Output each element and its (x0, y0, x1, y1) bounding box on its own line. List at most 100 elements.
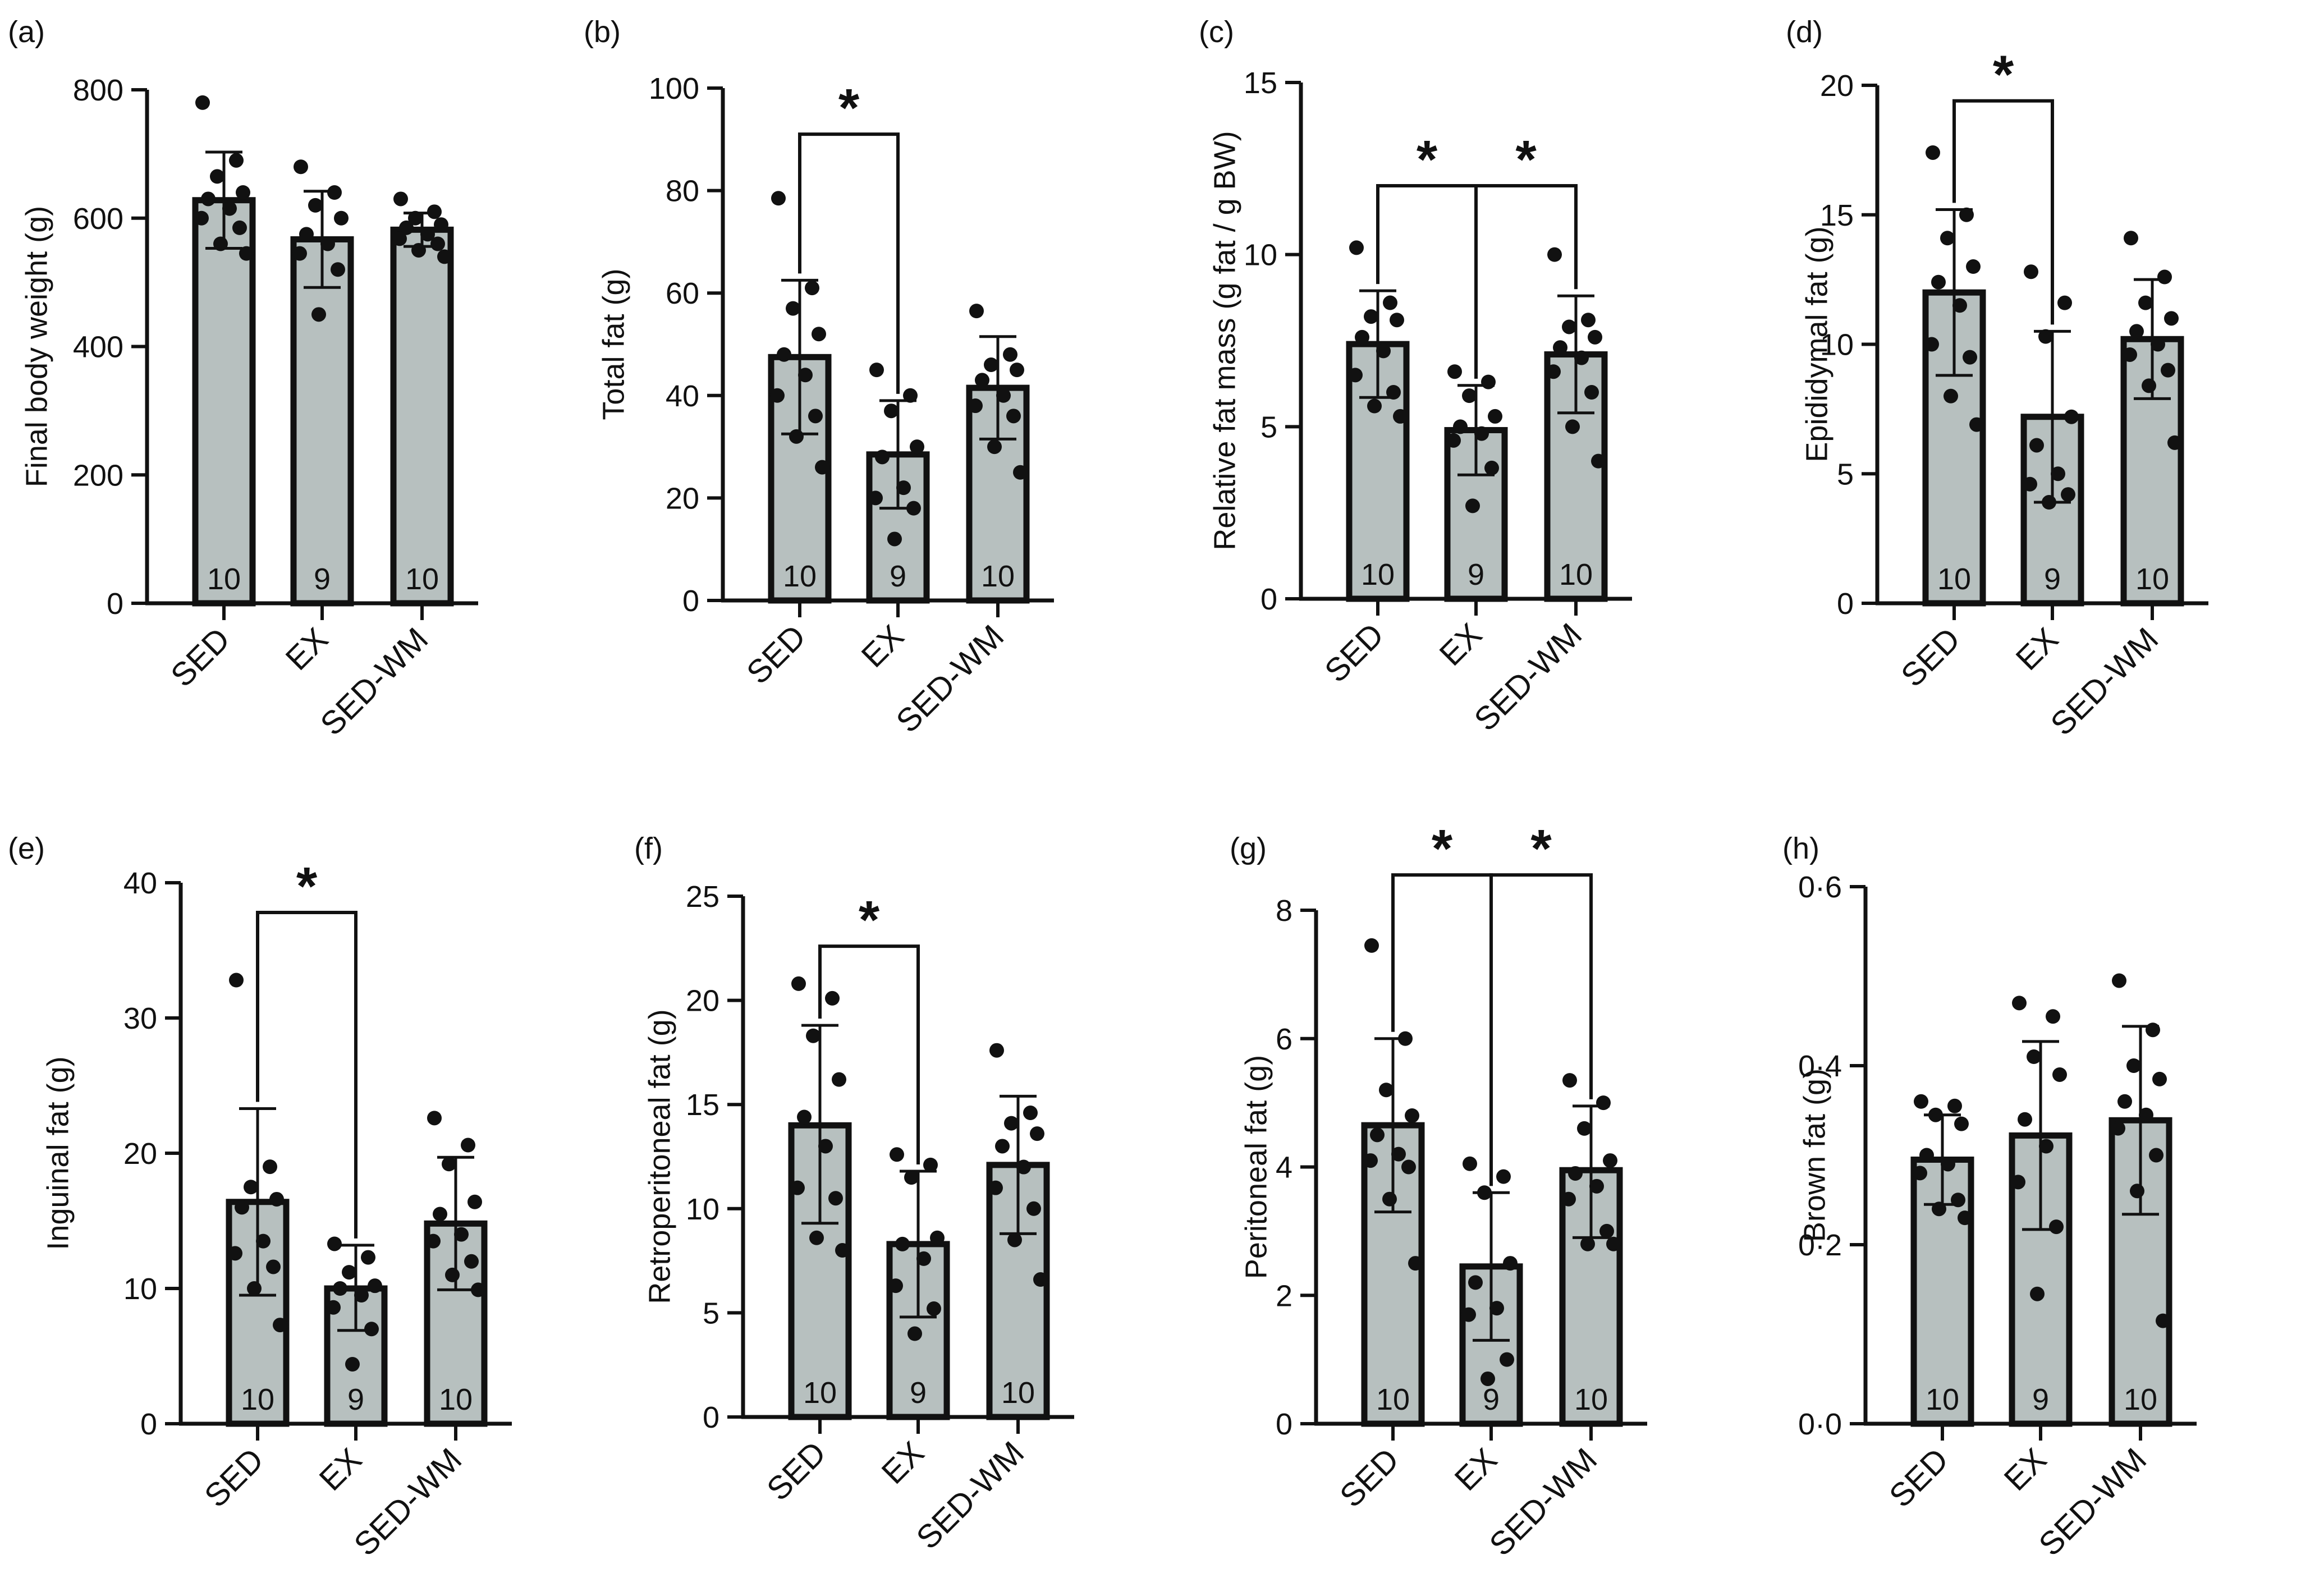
n-label: 10 (1926, 1383, 1959, 1416)
data-point (1553, 340, 1567, 355)
panel-f: (f) Retroperitoneal fat (g) 0 5 10 15 20 25 10 SE… (634, 832, 1074, 1556)
data-point (334, 210, 349, 226)
y-axis-label: Retroperitoneal fat (g) (643, 1009, 676, 1304)
data-point (461, 1138, 475, 1153)
data-point (2161, 363, 2175, 378)
data-point (1481, 374, 1496, 389)
x-tick-label: EX (279, 621, 336, 677)
panel-letter: (h) (1782, 832, 1819, 865)
data-point (2057, 295, 2072, 310)
y-tick-label: 10 (1244, 239, 1277, 272)
y-tick-label: 10 (123, 1272, 157, 1306)
data-point (399, 220, 414, 235)
n-label: 10 (2135, 562, 2169, 596)
data-point (1007, 1232, 1022, 1248)
data-point (1959, 207, 1974, 222)
data-point (896, 480, 911, 496)
significance-star: * (1530, 819, 1552, 879)
data-point (2049, 1219, 2064, 1235)
y-axis-label: Brown fat (g) (1798, 1068, 1831, 1242)
data-point (2046, 1009, 2060, 1024)
data-point (222, 201, 237, 216)
data-point (454, 1227, 469, 1242)
x-tick-label: SED-WM (2032, 1441, 2153, 1563)
n-label: 10 (1574, 1383, 1608, 1416)
data-point (266, 1259, 281, 1274)
data-point (2129, 324, 2144, 339)
data-point (770, 388, 785, 403)
significance-star: * (296, 856, 318, 916)
significance-bracket (1474, 184, 1578, 379)
data-point (2130, 1184, 2144, 1199)
data-point (1030, 1126, 1044, 1141)
y-tick-label: 0·4 (1798, 1049, 1842, 1083)
data-point (2139, 1107, 2153, 1122)
data-point (1004, 1116, 1019, 1131)
data-point (427, 204, 442, 219)
data-point (907, 1326, 922, 1341)
x-tick-label: SED (1318, 616, 1391, 689)
y-tick-label: 0 (1260, 583, 1277, 616)
data-point (1951, 1193, 1965, 1208)
y-tick-label: 6 (1276, 1022, 1292, 1056)
panel-e: (e) Inguinal fat (g) 0 10 20 30 40 10 SED 9 EX 10 SE… (8, 832, 512, 1563)
data-point (1355, 329, 1369, 345)
data-point (235, 1200, 249, 1215)
data-point (331, 262, 345, 277)
x-tick-label: SED (1333, 1441, 1406, 1514)
data-point (1969, 417, 1984, 432)
data-point (320, 236, 335, 251)
data-point (1966, 259, 1981, 274)
n-label: 9 (314, 562, 331, 596)
x-tick-label: EX (1433, 616, 1489, 673)
data-point (910, 439, 924, 455)
data-point (327, 1236, 342, 1251)
y-tick-label: 20 (1820, 69, 1854, 103)
data-point (996, 388, 1011, 403)
data-point (2061, 487, 2075, 502)
bar-ex (290, 236, 354, 607)
y-tick-label: 15 (1820, 199, 1854, 232)
data-point (786, 301, 800, 316)
data-point (1489, 1301, 1504, 1316)
data-point (1446, 433, 1461, 448)
y-tick-label: 200 (73, 458, 123, 492)
data-point (2029, 438, 2044, 453)
n-label: 9 (347, 1383, 364, 1416)
data-point (777, 347, 791, 362)
panel-g: (g) Peritoneal fat (g) 0 2 4 6 8 10 SED 9 EX 10 SED-… (1230, 819, 1647, 1563)
n-label: 10 (241, 1383, 274, 1416)
n-label: 10 (207, 562, 241, 596)
data-point (1565, 419, 1580, 434)
data-point (1003, 347, 1017, 362)
data-point (771, 191, 786, 206)
data-point (2117, 1094, 2132, 1109)
data-point (1914, 1094, 1928, 1109)
data-point (430, 236, 445, 251)
panel-letter: (g) (1230, 832, 1267, 865)
data-point (1599, 1223, 1614, 1239)
data-point (825, 990, 840, 1006)
n-label: 10 (439, 1383, 473, 1416)
y-tick-label: 100 (649, 72, 699, 106)
y-tick-label: 25 (686, 880, 719, 914)
panel-d: (d) Epididymal fat (g) 0 5 10 15 20 10 SED 9 EX 10 S… (1786, 15, 2208, 742)
panel-letter: (e) (8, 832, 45, 865)
data-point (1574, 350, 1589, 365)
data-point (1947, 1098, 1962, 1113)
data-point (442, 1157, 456, 1172)
data-point (884, 403, 899, 419)
data-point (1931, 274, 1946, 290)
panel-c: (c) Relative fat mass (g fat / g BW) 0 5 10 1… (1199, 15, 1632, 738)
data-point (791, 976, 806, 991)
data-point (1580, 1236, 1595, 1251)
data-point (1581, 313, 1596, 328)
data-point (1016, 1159, 1031, 1175)
data-point (1940, 231, 1955, 246)
data-point (408, 210, 423, 226)
data-point (1547, 247, 1562, 262)
panel-h: (h) Brown fat (g) 0·0 0·2 0·4 0·6 10 SED 9 EX 10 SE… (1782, 832, 2197, 1563)
y-tick-label: 0 (140, 1407, 157, 1441)
data-point (256, 1233, 271, 1249)
data-point (1348, 368, 1363, 383)
